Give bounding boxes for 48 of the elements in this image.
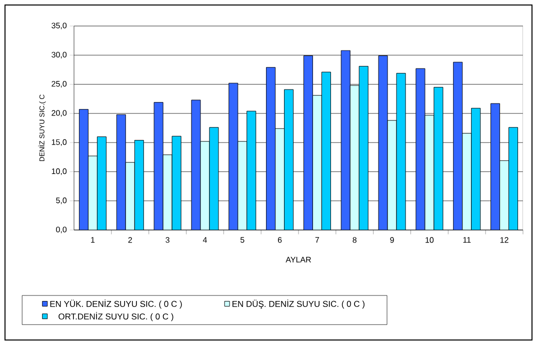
y-tick-label: 20,0 (52, 110, 67, 117)
bar (246, 110, 256, 230)
bar (88, 156, 98, 230)
bar (303, 55, 313, 230)
bar (321, 72, 331, 230)
bar (312, 95, 322, 230)
x-tick-label: 6 (278, 237, 282, 243)
bar (116, 114, 126, 230)
legend-label: EN DÜŞ. DENİZ SUYU SIC. ( 0 C ) (232, 299, 364, 309)
bar (508, 127, 518, 230)
legend-label: EN YÜK. DENİZ SUYU SIC. ( 0 C ) (50, 299, 182, 309)
bar (266, 67, 276, 230)
bar (238, 141, 248, 230)
x-tick-label: 7 (315, 237, 320, 243)
x-tick-label: 1 (91, 237, 95, 243)
y-tick-label: 30,0 (52, 52, 67, 58)
x-tick-label: 5 (240, 237, 244, 243)
bar (284, 89, 294, 230)
y-tick-label: 15,0 (52, 139, 67, 146)
bar (358, 66, 368, 230)
bar (500, 160, 510, 230)
bar (125, 162, 135, 230)
x-tick-label: 11 (463, 237, 471, 243)
x-tick-label: 3 (166, 237, 170, 243)
bar (453, 62, 463, 230)
bar (275, 128, 285, 230)
x-axis-title: AYLAR (286, 256, 311, 262)
bar (134, 140, 144, 230)
bar (228, 82, 238, 230)
x-tick-label: 9 (390, 237, 394, 243)
y-tick-label: 0,0 (56, 226, 67, 234)
bar (490, 103, 500, 230)
bar (96, 136, 106, 230)
y-tick-label: 5,0 (56, 198, 67, 204)
y-tick-label: 35,0 (52, 22, 67, 30)
bar (471, 108, 481, 230)
bar (340, 50, 350, 230)
bar (350, 85, 360, 230)
x-tick-label: 10 (426, 237, 434, 243)
y-tick-label: 10,0 (52, 168, 67, 176)
bar (462, 132, 472, 230)
x-tick-label: 4 (202, 237, 207, 243)
x-tick-label: 12 (500, 237, 508, 243)
bar (78, 109, 88, 230)
x-tick-label: 2 (128, 237, 132, 243)
legend-label: ORT.DENİZ SUYU SIC. ( 0 C ) (58, 312, 174, 322)
x-tick-label: 8 (352, 237, 356, 243)
y-tick-label: 25,0 (52, 80, 67, 88)
